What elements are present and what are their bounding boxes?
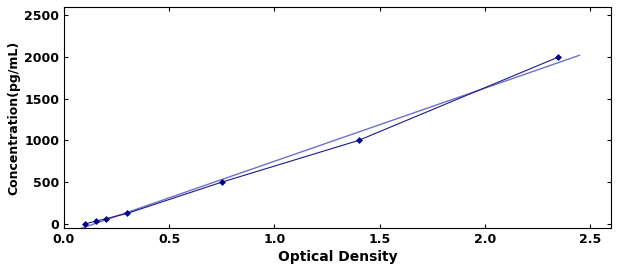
Y-axis label: Concentration(pg/mL): Concentration(pg/mL) <box>7 40 20 195</box>
X-axis label: Optical Density: Optical Density <box>277 250 397 264</box>
